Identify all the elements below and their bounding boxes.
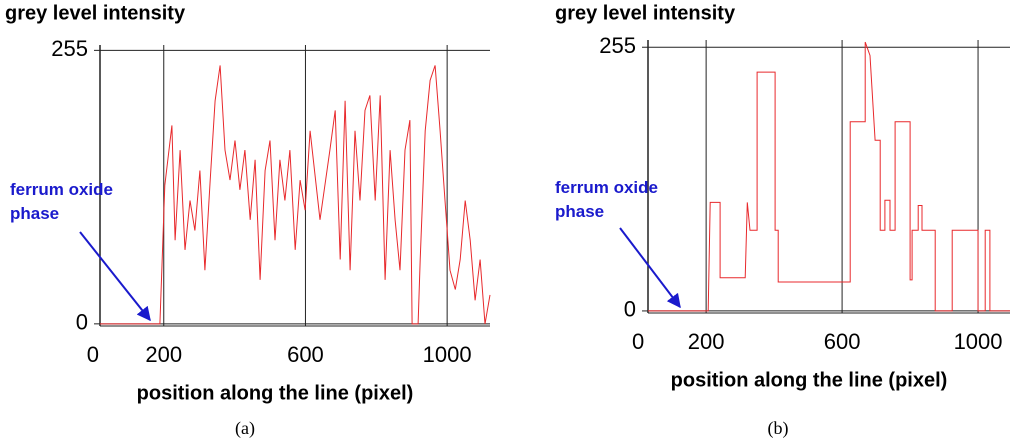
x-tick-label: 600	[287, 342, 324, 367]
annotation: ferrum oxide phase	[555, 178, 658, 221]
x-tick-label: 0	[87, 342, 99, 367]
x-tick-label: 200	[688, 329, 725, 354]
x-tick-label: 0	[632, 329, 644, 354]
x-tick-label: 600	[824, 329, 861, 354]
data-line	[648, 41, 1010, 312]
caption: (a)	[235, 418, 255, 439]
annotation: ferrum oxide phase	[10, 180, 113, 223]
annotation-arrow	[79, 231, 151, 322]
annotation-box: ferrum oxide phase	[10, 180, 113, 223]
y-tick-label: 0	[624, 297, 636, 322]
x-tick-label: 200	[145, 342, 182, 367]
annotation-box: ferrum oxide phase	[555, 178, 658, 221]
x-axis-label: position along the line (pixel)	[137, 382, 414, 404]
data-line	[100, 65, 491, 325]
y-tick-label: 0	[76, 310, 88, 335]
chart-title: grey level intensity	[555, 2, 736, 24]
annotation-arrow	[619, 227, 681, 309]
caption: (b)	[768, 418, 789, 439]
chart-title: grey level intensity	[5, 2, 186, 24]
y-tick-label: 255	[51, 36, 88, 61]
x-axis-label: position along the line (pixel)	[671, 369, 948, 391]
y-tick-label: 255	[599, 33, 636, 58]
x-tick-label: 1000	[954, 329, 1003, 354]
x-tick-label: 1000	[423, 342, 472, 367]
